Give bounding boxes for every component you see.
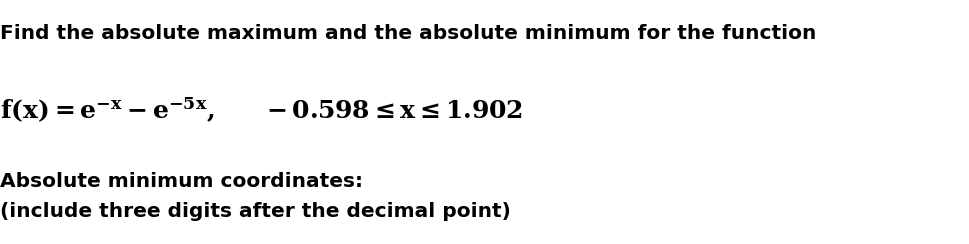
Text: Absolute minimum coordinates:: Absolute minimum coordinates:: [0, 172, 362, 191]
Text: Find the absolute maximum and the absolute minimum for the function: Find the absolute maximum and the absolu…: [0, 24, 816, 43]
Text: $\mathbf{f(x) = e^{-x} - e^{-5x},}$$\quad\quad\mathbf{-\,0.598 \leq x \leq 1.902: $\mathbf{f(x) = e^{-x} - e^{-5x},}$$\qua…: [0, 96, 522, 125]
Text: (include three digits after the decimal point): (include three digits after the decimal …: [0, 202, 511, 221]
